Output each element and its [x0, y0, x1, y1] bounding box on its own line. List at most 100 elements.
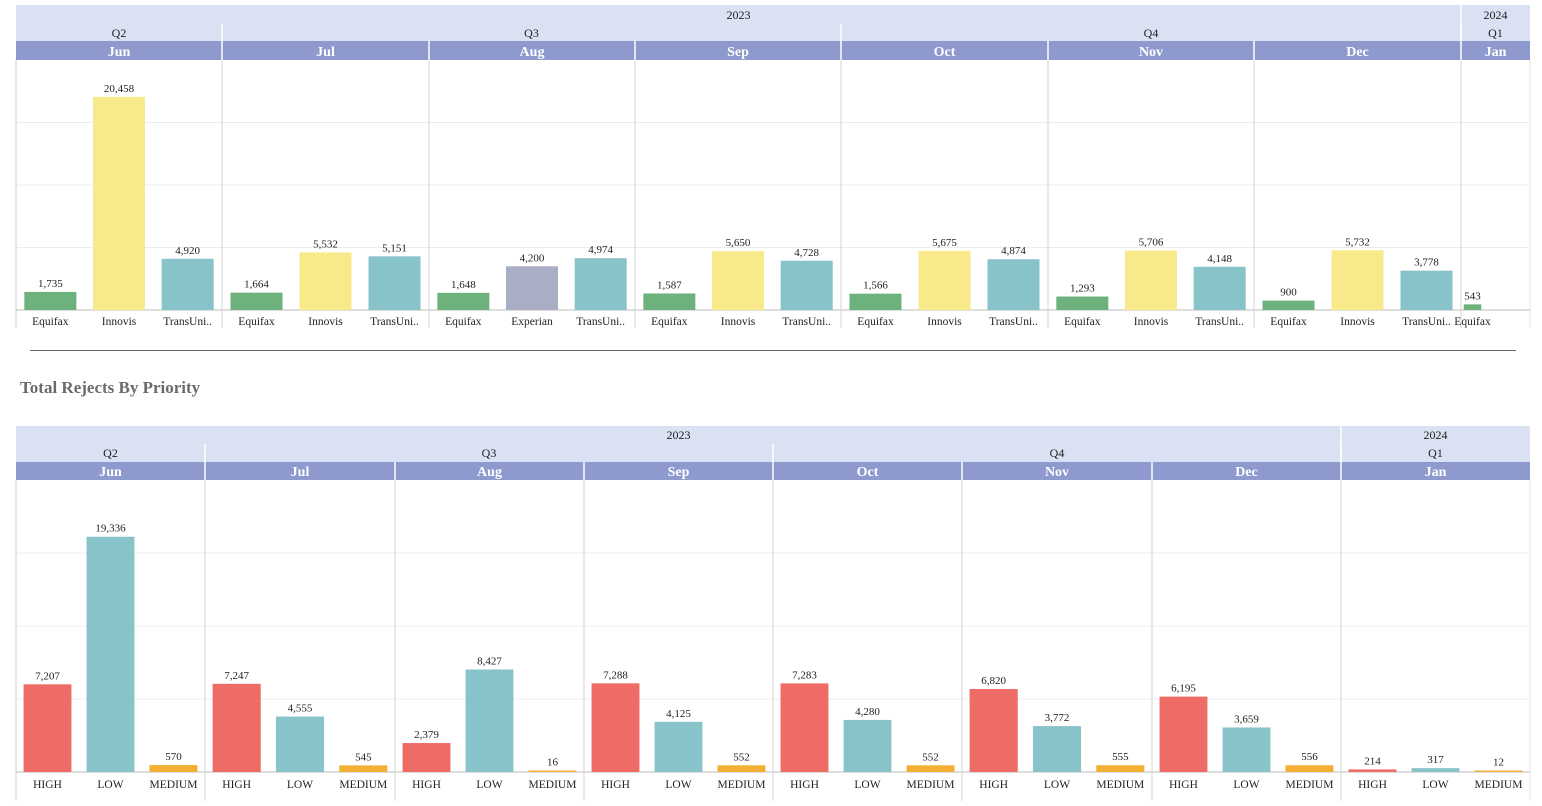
bar-value-label: 556: [1301, 751, 1318, 763]
bar-jul-medium: [339, 765, 388, 772]
category-label: LOW: [287, 779, 313, 791]
quarter-label: Q4: [1050, 446, 1065, 460]
category-label: LOW: [476, 779, 502, 791]
bar-value-label: 3,659: [1234, 713, 1259, 725]
category-label: LOW: [97, 779, 123, 791]
bar-dec-transuni: [1400, 270, 1453, 310]
category-label: LOW: [1044, 779, 1070, 791]
bar-value-label: 4,728: [794, 247, 819, 259]
category-label: TransUni..: [370, 316, 419, 328]
bar-value-label: 6,820: [981, 675, 1006, 687]
category-label: MEDIUM: [339, 779, 387, 791]
bar-value-label: 7,288: [603, 669, 628, 681]
bar-oct-high: [780, 683, 829, 772]
bar-value-label: 900: [1280, 287, 1297, 299]
month-label: Jun: [108, 45, 131, 60]
bar-aug-experian: [506, 266, 558, 310]
category-label: Innovis: [102, 316, 137, 328]
category-label: TransUni..: [163, 316, 212, 328]
month-label: Dec: [1235, 465, 1258, 480]
category-label: HIGH: [222, 779, 251, 791]
bar-value-label: 1,735: [38, 278, 63, 290]
category-label: MEDIUM: [529, 779, 577, 791]
category-label: MEDIUM: [907, 779, 955, 791]
bar-oct-transuni: [987, 259, 1040, 310]
quarter-label: Q3: [482, 446, 497, 460]
month-label: Aug: [520, 45, 545, 60]
category-label: TransUni..: [1402, 316, 1451, 328]
category-label: Equifax: [1270, 316, 1307, 328]
category-label: LOW: [1422, 779, 1448, 791]
bar-nov-equifax: [1056, 296, 1109, 310]
bar-value-label: 214: [1364, 755, 1381, 767]
category-label: TransUni..: [782, 316, 831, 328]
rejects-by-bureau-svg: 2023 2024 Q2 Q3 Q4 Q1 Jun 1,735 Equifax 20,458 Inn…: [15, 5, 1531, 328]
bar-jun-transuni: [161, 258, 214, 310]
month-label: Sep: [668, 465, 690, 480]
bar-jul-high: [212, 683, 261, 772]
category-label: TransUni..: [989, 316, 1038, 328]
bar-jul-equifax: [230, 292, 283, 310]
year-label: 2023: [667, 428, 691, 442]
section-divider: [30, 350, 1516, 351]
bar-value-label: 7,283: [792, 669, 817, 681]
rejects-by-bureau-chart: 2023 2024 Q2 Q3 Q4 Q1 Jun 1,735 Equifax 20,458 Inn…: [0, 0, 1542, 340]
bar-jul-transuni: [368, 256, 421, 310]
category-label: HIGH: [1169, 779, 1198, 791]
quarter-label: Q2: [112, 26, 127, 40]
bar-value-label: 4,125: [666, 708, 691, 720]
bar-value-label: 552: [922, 751, 939, 763]
category-label: Innovis: [1340, 316, 1375, 328]
quarter-label: Q1: [1428, 446, 1443, 460]
bar-jun-medium: [149, 765, 198, 772]
bar-value-label: 555: [1112, 751, 1129, 763]
category-label: TransUni..: [1195, 316, 1244, 328]
month-label: Jul: [291, 465, 310, 480]
bar-sep-medium: [717, 765, 766, 772]
bar-aug-medium: [528, 770, 577, 772]
bar-value-label: 4,555: [288, 703, 313, 715]
bar-jan-high: [1348, 769, 1397, 772]
category-label: MEDIUM: [1475, 779, 1523, 791]
quarter-label: Q1: [1488, 26, 1503, 40]
bar-value-label: 1,566: [863, 280, 888, 292]
bar-aug-high: [402, 743, 451, 772]
bar-value-label: 1,293: [1070, 283, 1095, 295]
category-label: LOW: [665, 779, 691, 791]
bar-value-label: 1,587: [657, 279, 682, 291]
bar-value-label: 19,336: [95, 523, 126, 535]
section-title: Total Rejects By Priority: [20, 378, 201, 397]
category-label: Equifax: [1064, 316, 1101, 328]
bar-value-label: 317: [1427, 754, 1444, 766]
rejects-by-priority-chart: 2023 2024 Q2 Q3 Q4 Q1 Jun 7,207 HIGH 19,336 LOW 570…: [0, 420, 1542, 801]
bar-sep-low: [654, 721, 703, 772]
bar-value-label: 543: [1464, 290, 1481, 302]
category-label: HIGH: [979, 779, 1008, 791]
category-label: Innovis: [308, 316, 343, 328]
month-label: Aug: [477, 465, 502, 480]
month-label: Nov: [1139, 45, 1163, 60]
bar-value-label: 6,195: [1171, 683, 1196, 695]
bar-value-label: 5,732: [1345, 236, 1370, 248]
bar-aug-equifax: [437, 292, 490, 310]
bar-value-label: 16: [547, 757, 559, 769]
bar-oct-innovis: [918, 250, 971, 310]
bar-value-label: 5,675: [932, 237, 957, 249]
category-label: LOW: [1233, 779, 1259, 791]
month-label: Nov: [1045, 465, 1069, 480]
month-header-background: [16, 41, 1530, 60]
category-label: HIGH: [601, 779, 630, 791]
month-label: Jan: [1485, 45, 1507, 60]
bar-nov-high: [969, 689, 1018, 772]
bar-value-label: 545: [355, 751, 372, 763]
category-label: MEDIUM: [718, 779, 766, 791]
bar-oct-medium: [906, 765, 955, 772]
category-label: MEDIUM: [1286, 779, 1334, 791]
bar-value-label: 8,427: [477, 655, 502, 667]
bar-jan-low: [1411, 768, 1460, 772]
category-label: Innovis: [927, 316, 962, 328]
bar-jan-medium: [1474, 770, 1523, 772]
bar-value-label: 4,148: [1207, 253, 1232, 265]
year-label: 2024: [1484, 8, 1508, 22]
category-label: LOW: [854, 779, 880, 791]
